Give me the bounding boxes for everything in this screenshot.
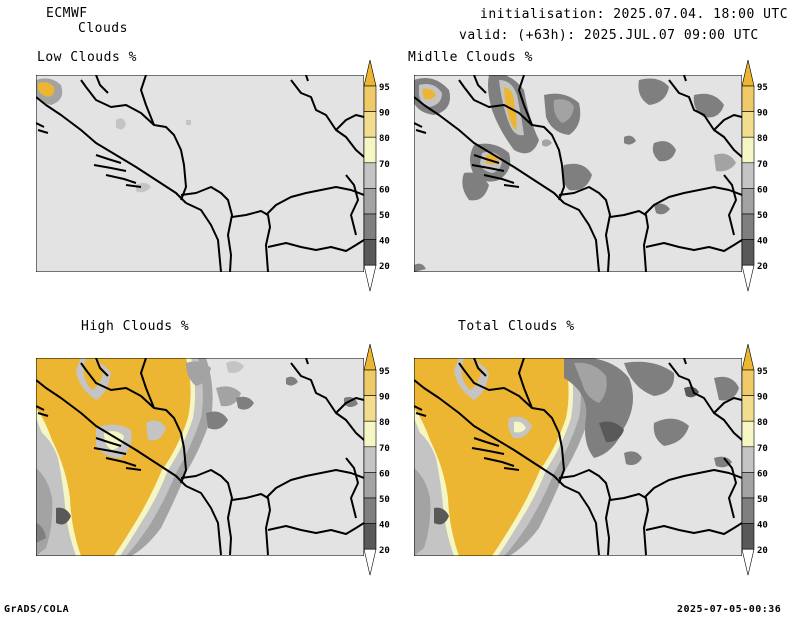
colorbar-tick-label: 40	[379, 237, 390, 247]
colorbar-segment	[741, 523, 755, 550]
footer-timestamp: 2025-07-05-00:36	[677, 604, 782, 615]
colorbar-tick-label: 80	[757, 134, 768, 144]
colorbar-tick-label: 40	[757, 521, 768, 531]
panel-title-low: Low Clouds %	[37, 50, 137, 65]
variable-name: Clouds	[78, 21, 128, 36]
colorbar-tick-label: 90	[757, 109, 768, 119]
colorbar-tick-label: 95	[757, 83, 768, 93]
colorbar-segment	[363, 395, 377, 422]
colorbar-tick-label: 60	[757, 469, 768, 479]
colorbar-segment	[363, 369, 377, 396]
colorbar-segment-below-20	[363, 264, 377, 292]
colorbar-segment-95	[363, 59, 377, 87]
colorbar-segment	[363, 472, 377, 499]
colorbar-segment-below-20	[741, 264, 755, 292]
colorbar-segment	[363, 188, 377, 215]
colorbar-segment-95	[741, 59, 755, 87]
colorbar-segment	[741, 472, 755, 499]
colorbar-tick-label: 40	[757, 237, 768, 247]
panel-title-high: High Clouds %	[81, 319, 190, 334]
colorbar-low: 95 90 80 70 60 50 40 20	[363, 59, 390, 292]
colorbar-tick-label: 70	[379, 160, 390, 170]
colorbar-tick-label: 20	[757, 546, 768, 556]
colorbar-total: 95 90 80 70 60 50 40 20	[741, 343, 768, 576]
model-name: ECMWF	[46, 6, 88, 21]
colorbar-segment-95	[363, 343, 377, 371]
valid-time: valid: (+63h): 2025.JUL.07 09:00 UTC	[459, 28, 759, 43]
colorbar-tick-label: 60	[379, 185, 390, 195]
colorbar-tick-label: 70	[757, 444, 768, 454]
colorbar-segment	[363, 420, 377, 448]
map-panel-total	[414, 358, 742, 556]
colorbar-tick-label: 95	[757, 367, 768, 377]
colorbar-tick-label: 70	[379, 444, 390, 454]
colorbar-segment	[363, 85, 377, 112]
colorbar-segment-below-20	[741, 548, 755, 576]
initialisation-time: initialisation: 2025.07.04. 18:00 UTC	[480, 7, 789, 22]
map-panel-high	[36, 358, 364, 556]
panel-title-total: Total Clouds %	[458, 319, 575, 334]
colorbar-segment	[363, 239, 377, 266]
map-panel-low	[36, 75, 364, 272]
colorbar-segment	[363, 523, 377, 550]
footer-credit: GrADS/COLA	[4, 604, 70, 615]
colorbar-tick-label: 80	[379, 418, 390, 428]
colorbar-mid: 95 90 80 70 60 50 40 20	[741, 59, 768, 292]
colorbar-tick-label: 50	[379, 211, 390, 221]
colorbar-segment	[741, 446, 755, 473]
colorbar-segment	[363, 446, 377, 473]
colorbar-tick-label: 80	[379, 134, 390, 144]
colorbar-segment	[363, 111, 377, 138]
colorbar-segment	[363, 213, 377, 240]
map-panel-mid	[414, 75, 742, 272]
colorbar-segment	[741, 369, 755, 396]
panel-title-mid: Midlle Clouds %	[408, 50, 533, 65]
colorbar-tick-label: 20	[379, 262, 390, 272]
colorbar-segment	[741, 162, 755, 189]
colorbar-segment	[741, 85, 755, 112]
colorbar-segment	[363, 162, 377, 189]
colorbar-segment	[741, 111, 755, 138]
colorbar-segment	[741, 213, 755, 240]
colorbar-tick-label: 90	[379, 109, 390, 119]
colorbar-tick-label: 50	[757, 211, 768, 221]
colorbar-segment	[741, 395, 755, 422]
colorbar-tick-label: 95	[379, 367, 390, 377]
colorbar-tick-label: 90	[379, 393, 390, 403]
colorbar-segment	[741, 497, 755, 524]
colorbar-tick-label: 50	[379, 495, 390, 505]
colorbar-tick-label: 20	[757, 262, 768, 272]
colorbar-segment-95	[741, 343, 755, 371]
colorbar-segment	[741, 239, 755, 266]
colorbar-tick-label: 95	[379, 83, 390, 93]
colorbar-tick-label: 20	[379, 546, 390, 556]
colorbar-tick-label: 40	[379, 521, 390, 531]
colorbar-segment	[741, 136, 755, 164]
colorbar-segment	[363, 136, 377, 164]
colorbar-tick-label: 80	[757, 418, 768, 428]
colorbar-segment	[741, 188, 755, 215]
colorbar-tick-label: 50	[757, 495, 768, 505]
colorbar-high: 95 90 80 70 60 50 40 20	[363, 343, 390, 576]
colorbar-segment	[363, 497, 377, 524]
colorbar-segment-below-20	[363, 548, 377, 576]
colorbar-tick-label: 90	[757, 393, 768, 403]
colorbar-tick-label: 60	[379, 469, 390, 479]
colorbar-segment	[741, 420, 755, 448]
colorbar-tick-label: 60	[757, 185, 768, 195]
colorbar-tick-label: 70	[757, 160, 768, 170]
